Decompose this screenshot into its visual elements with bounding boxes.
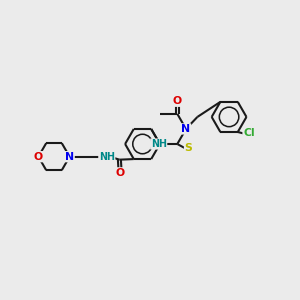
Text: N: N	[65, 152, 74, 162]
Text: S: S	[184, 143, 192, 154]
Text: O: O	[34, 152, 43, 162]
Text: O: O	[116, 168, 124, 178]
Text: N: N	[182, 124, 190, 134]
Text: NH: NH	[151, 139, 167, 149]
Text: Cl: Cl	[243, 128, 255, 139]
Text: O: O	[173, 96, 182, 106]
Text: NH: NH	[99, 152, 115, 162]
